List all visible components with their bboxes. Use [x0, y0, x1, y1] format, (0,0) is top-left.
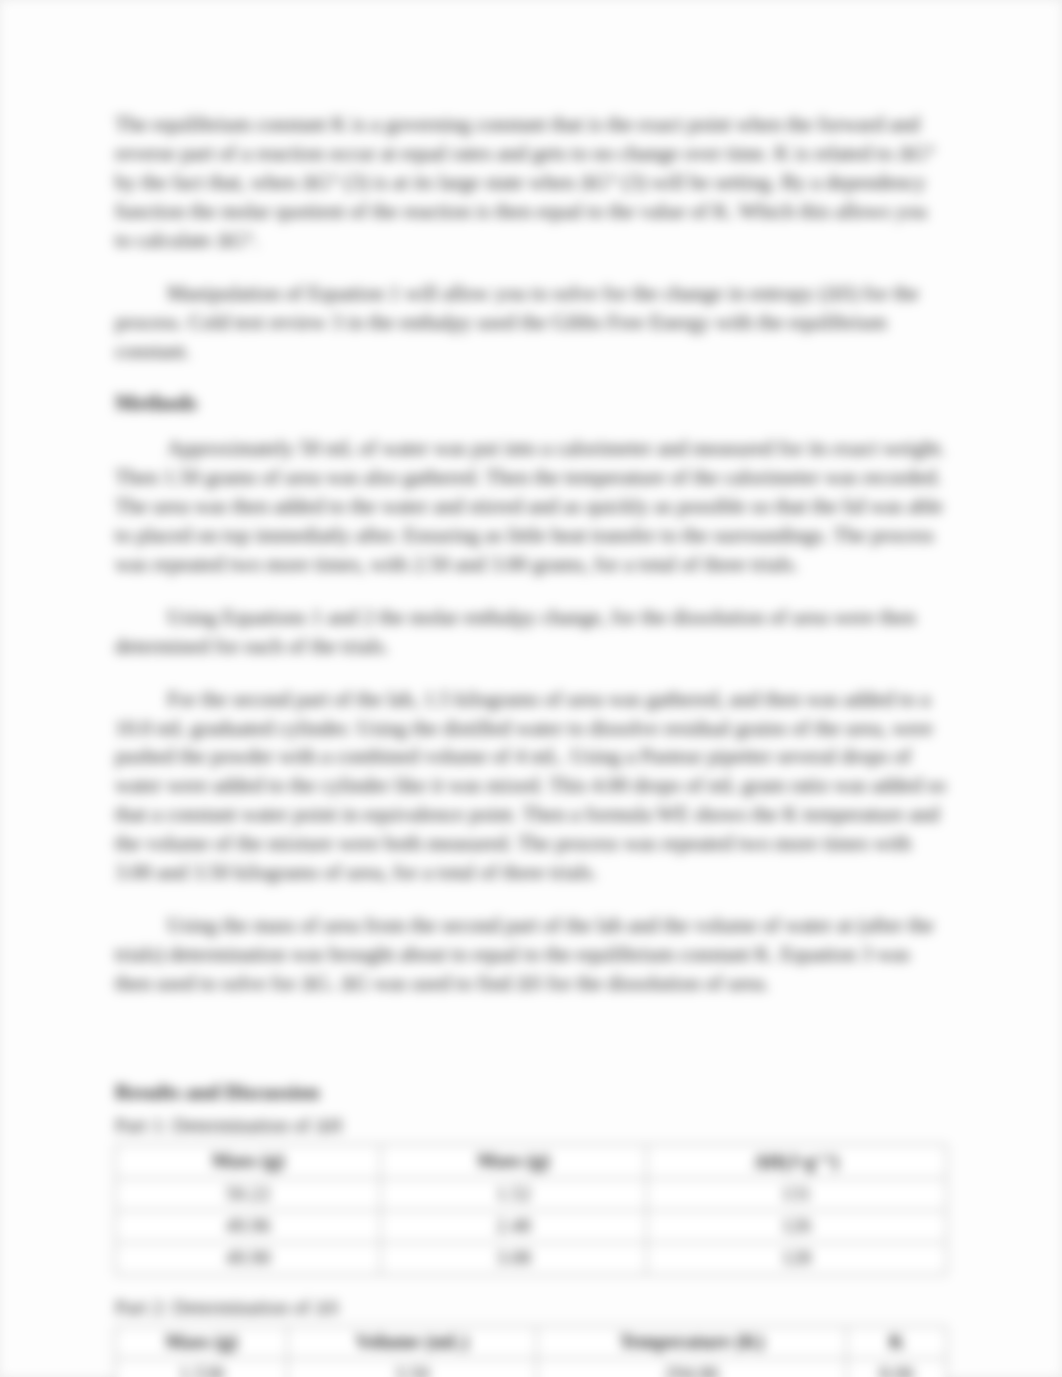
document-page: The equilibrium constant K is a governin… — [0, 0, 1062, 1377]
body-paragraph: Approximately 50 mL of water was put int… — [115, 434, 947, 579]
table-cell: 1.52 — [381, 1179, 646, 1211]
table-part2: Mass (g) Volume (mL) Temperature (K) K 1… — [115, 1326, 947, 1377]
table-cell: 49.96 — [116, 1211, 381, 1243]
table-caption: Part 1: Determination of ΔH — [115, 1115, 947, 1138]
spacer — [115, 1022, 947, 1050]
table-header-row: Mass (g) Volume (mL) Temperature (K) K — [116, 1327, 947, 1359]
table-cell: 49.90 — [116, 1243, 381, 1275]
table-caption: Part 2: Determination of ΔS — [115, 1297, 947, 1320]
table-header-cell: Volume (mL) — [287, 1327, 536, 1359]
table-cell: 2.48 — [381, 1211, 646, 1243]
body-paragraph: Using Equations 1 and 2 the molar enthal… — [115, 603, 947, 661]
table-header-row: Mass (g) Mass (g) ΔH(J·g⁻¹) — [116, 1145, 947, 1179]
section-heading-results: Results and Discussion — [115, 1080, 947, 1105]
table-header-cell: K — [847, 1327, 947, 1359]
table-header-cell: Mass (g) — [116, 1327, 288, 1359]
table-row: 49.90 3.08 128 — [116, 1243, 947, 1275]
table-cell: 128 — [646, 1243, 946, 1275]
table-cell: 131 — [646, 1179, 946, 1211]
table-cell: 3.50 — [287, 1359, 536, 1377]
table-row: 50.22 1.52 131 — [116, 1179, 947, 1211]
table-cell: 3.08 — [381, 1243, 646, 1275]
table-cell: 1.538 — [116, 1359, 288, 1377]
table-cell: 294.86 — [537, 1359, 847, 1377]
table-cell: 50.22 — [116, 1179, 381, 1211]
table-cell: 8.06 — [847, 1359, 947, 1377]
body-paragraph: Manipulation of Equation 1 will allow yo… — [115, 279, 947, 366]
body-paragraph: For the second part of the lab, 1.5 kilo… — [115, 685, 947, 888]
table-header-cell: Mass (g) — [381, 1145, 646, 1179]
section-heading-methods: Methods — [115, 390, 947, 416]
table-header-cell: ΔH(J·g⁻¹) — [646, 1145, 946, 1179]
table-cell: 126 — [646, 1211, 946, 1243]
table-header-cell: Temperature (K) — [537, 1327, 847, 1359]
body-paragraph: Using the mass of urea from the second p… — [115, 911, 947, 998]
table-row: 49.96 2.48 126 — [116, 1211, 947, 1243]
table-part1: Mass (g) Mass (g) ΔH(J·g⁻¹) 50.22 1.52 1… — [115, 1144, 947, 1275]
table-row: 1.538 3.50 294.86 8.06 — [116, 1359, 947, 1377]
table-header-cell: Mass (g) — [116, 1145, 381, 1179]
body-paragraph: The equilibrium constant K is a governin… — [115, 110, 947, 255]
